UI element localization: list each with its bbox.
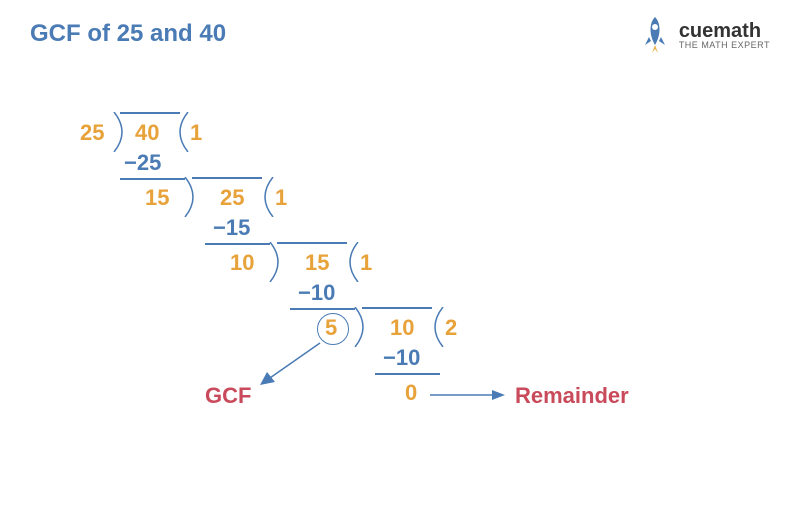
bracket-right-0 xyxy=(170,112,190,152)
topbar-2 xyxy=(277,242,347,244)
bracket-left-2 xyxy=(268,242,288,282)
page-title: GCF of 25 and 40 xyxy=(30,20,226,48)
bracket-left-1 xyxy=(183,177,203,217)
subline-3 xyxy=(375,373,440,375)
subtract-0: −25 xyxy=(124,150,161,176)
quotient-0: 1 xyxy=(190,120,202,146)
remainder-final: 0 xyxy=(405,380,417,406)
dividend-2: 15 xyxy=(305,250,329,276)
topbar-1 xyxy=(192,177,262,179)
rocket-icon xyxy=(639,15,671,55)
divisor-1: 15 xyxy=(145,185,169,211)
divisor-2: 10 xyxy=(230,250,254,276)
subline-1 xyxy=(205,243,270,245)
subtract-1: −15 xyxy=(213,215,250,241)
bracket-right-3 xyxy=(425,307,445,347)
dividend-0: 40 xyxy=(135,120,159,146)
logo-main-text: cuemath xyxy=(679,21,770,41)
quotient-2: 1 xyxy=(360,250,372,276)
subline-2 xyxy=(290,308,355,310)
remainder-label: Remainder xyxy=(515,383,629,409)
remainder-arrow-icon xyxy=(430,385,510,405)
bracket-left-0 xyxy=(112,112,132,152)
dividend-1: 25 xyxy=(220,185,244,211)
dividend-3: 10 xyxy=(390,315,414,341)
divisor-0: 25 xyxy=(80,120,104,146)
subline-0 xyxy=(120,178,185,180)
logo-sub-text: THE MATH EXPERT xyxy=(679,41,770,50)
topbar-3 xyxy=(362,307,432,309)
topbar-0 xyxy=(120,112,180,114)
subtract-3: −10 xyxy=(383,345,420,371)
quotient-1: 1 xyxy=(275,185,287,211)
subtract-2: −10 xyxy=(298,280,335,306)
quotient-3: 2 xyxy=(445,315,457,341)
gcf-arrow-icon xyxy=(255,340,325,390)
bracket-left-3 xyxy=(353,307,373,347)
gcf-label: GCF xyxy=(205,383,251,409)
logo: cuemath THE MATH EXPERT xyxy=(639,15,770,55)
bracket-right-2 xyxy=(340,242,360,282)
bracket-right-1 xyxy=(255,177,275,217)
long-division-diagram: 25 40 1 −25 15 25 1 −15 10 15 1 −10 5 10… xyxy=(80,100,700,500)
